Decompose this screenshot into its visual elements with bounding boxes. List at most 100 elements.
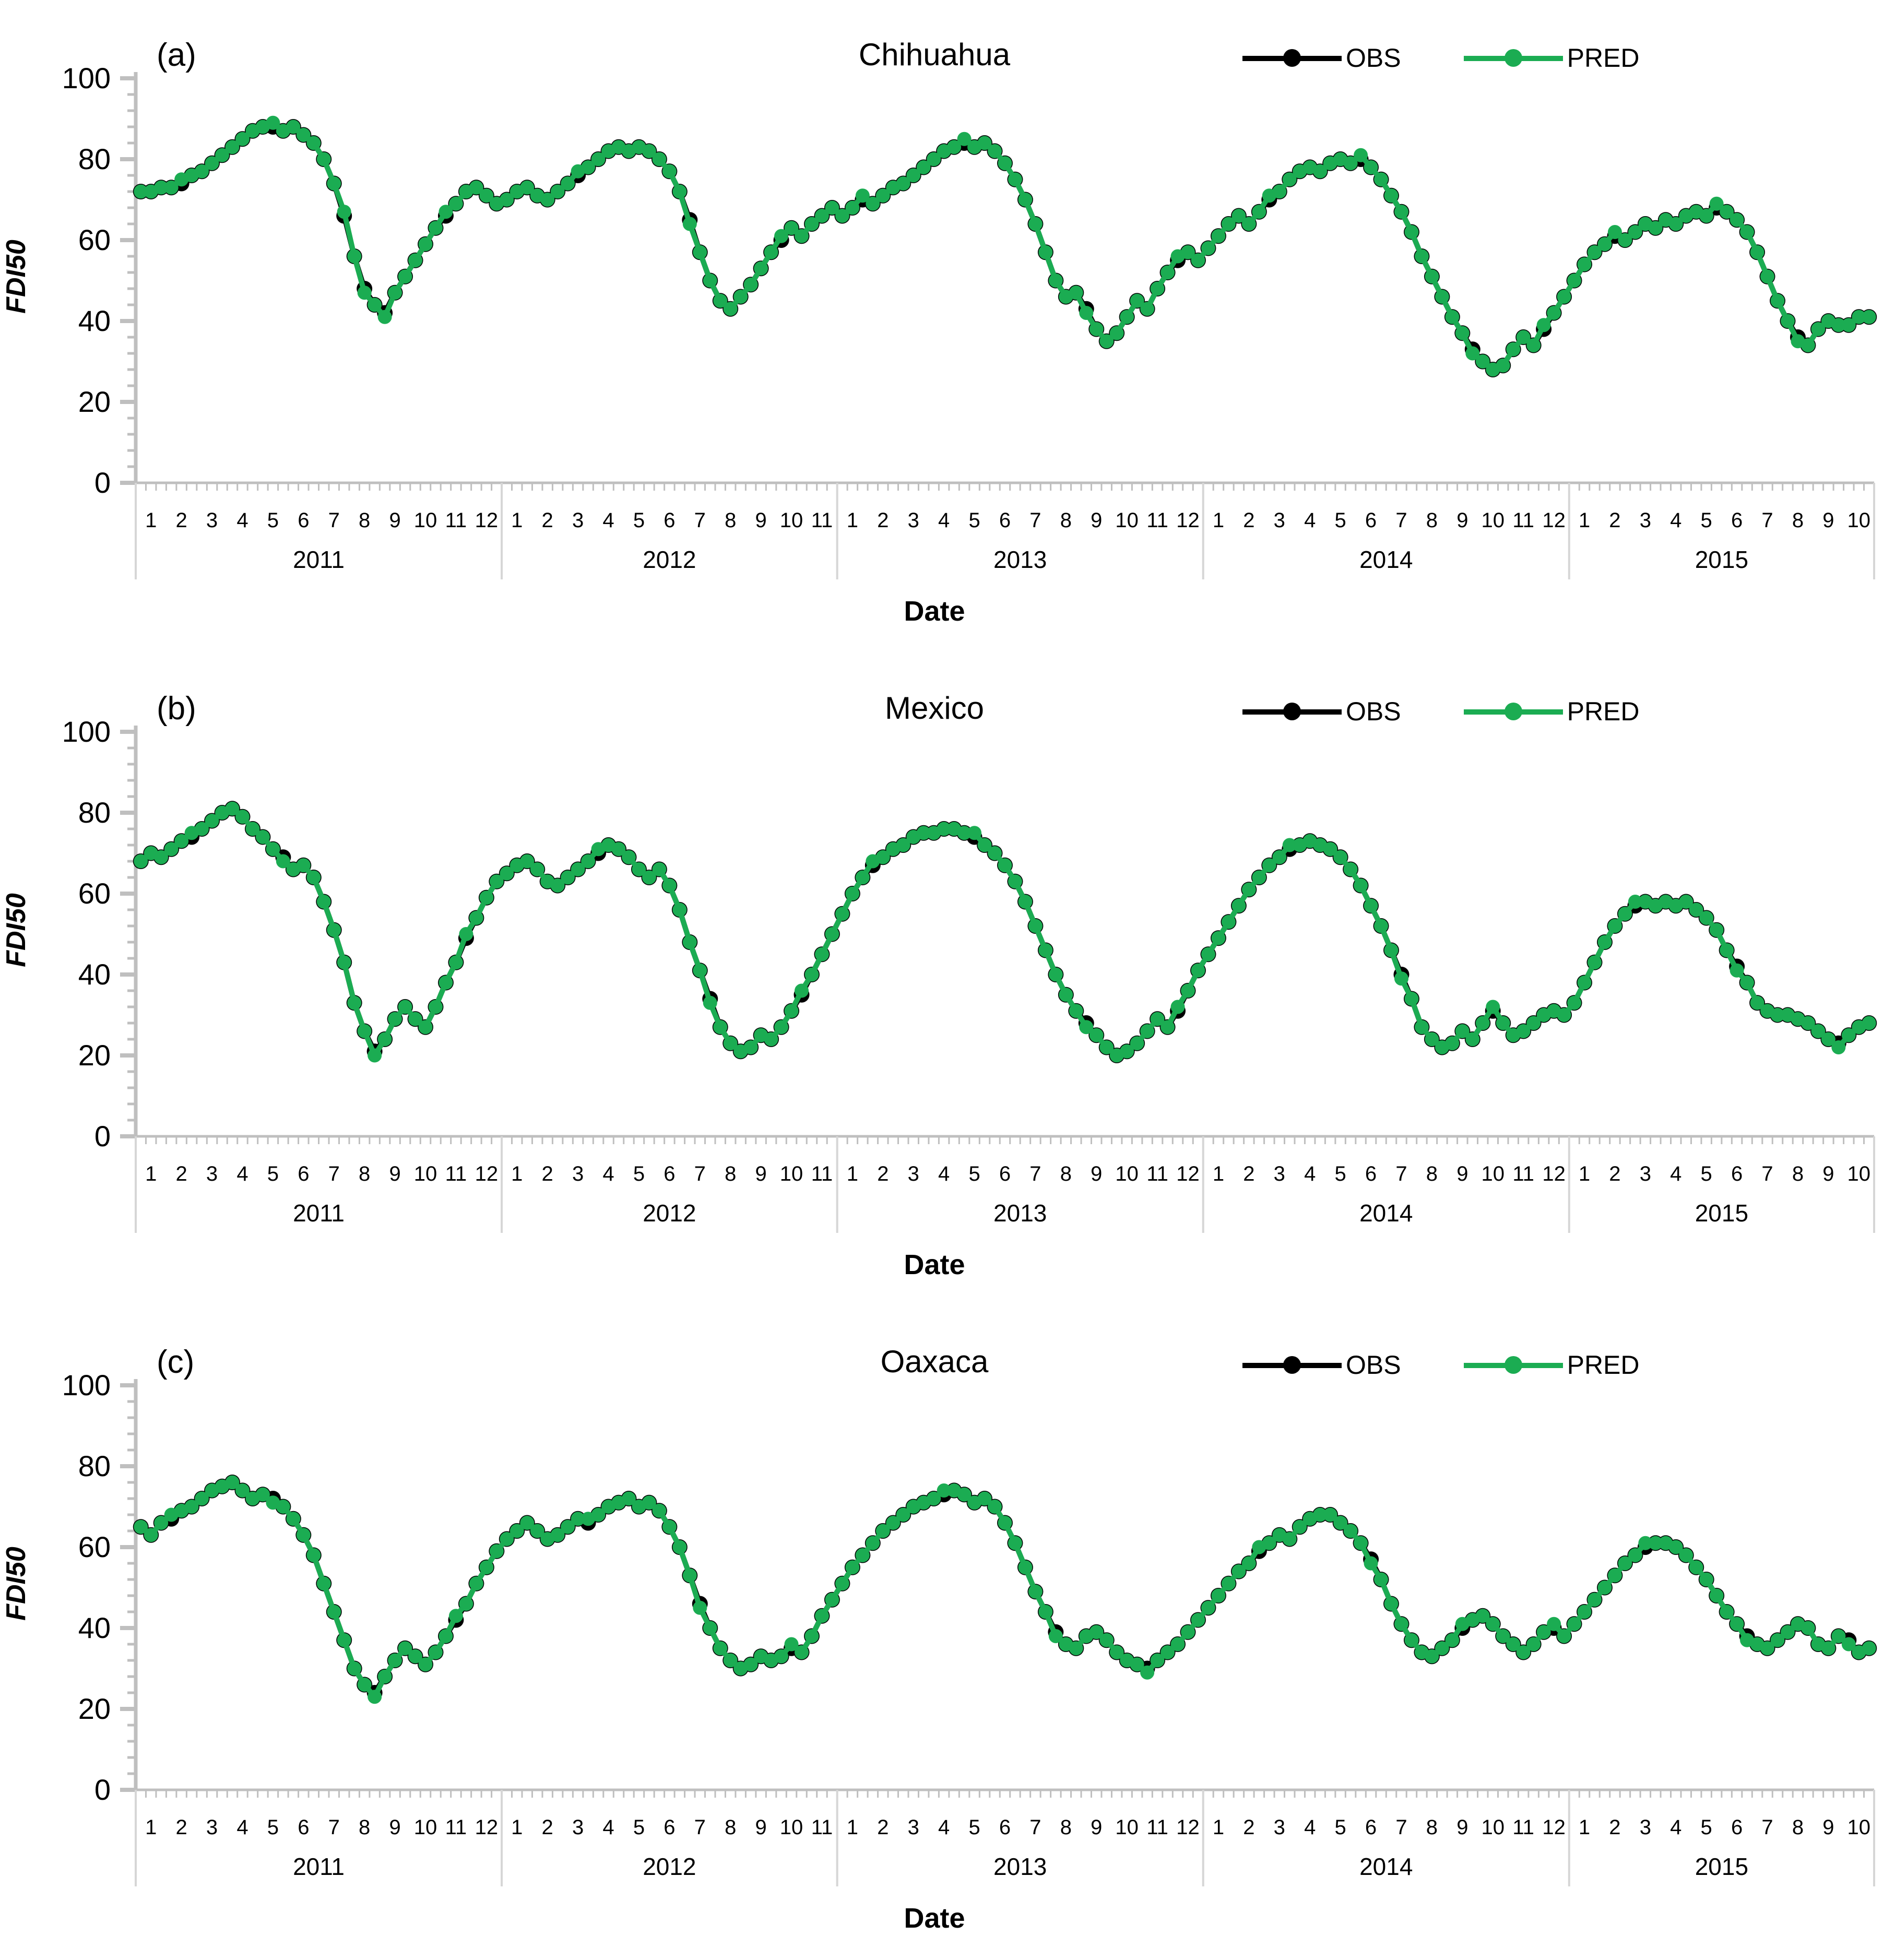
legend-item-obs: OBS <box>1242 43 1401 73</box>
month-tick-label: 4 <box>602 1816 614 1839</box>
year-label: 2014 <box>1359 1199 1413 1227</box>
month-tick-label: 2 <box>1243 509 1254 532</box>
month-tick-label: 2 <box>877 1816 889 1839</box>
month-tick-label: 5 <box>633 1816 645 1839</box>
y-axis: 0 20 40 60 80 100 <box>62 1369 138 1806</box>
y-tick-label: 20 <box>78 1039 111 1072</box>
panel-title-chihuahua: Chihuahua <box>858 37 1011 72</box>
month-tick-label: 3 <box>908 1816 919 1839</box>
month-tick-label: 4 <box>602 1162 614 1185</box>
month-tick-label: 6 <box>999 509 1011 532</box>
year-label: 2012 <box>643 1199 696 1227</box>
year-label: 2013 <box>993 546 1047 573</box>
pred-line-marker-icon <box>1463 49 1563 67</box>
month-tick-label: 10 <box>414 509 437 532</box>
month-tick-label: 1 <box>511 1162 523 1185</box>
y-tick-label: 40 <box>78 958 111 991</box>
month-tick-label: 1 <box>145 1162 157 1185</box>
month-tick-label: 1 <box>1213 1162 1224 1185</box>
month-tick-label: 2 <box>542 509 553 532</box>
month-tick-label: 4 <box>1670 1816 1681 1839</box>
x-axis-title: Date <box>904 596 965 627</box>
month-tick-label: 8 <box>1426 509 1438 532</box>
year-label: 2015 <box>1695 1199 1748 1227</box>
month-tick-label: 1 <box>511 1816 523 1839</box>
y-axis-title: FDI50 <box>1 240 31 314</box>
month-tick-label: 10 <box>1847 1816 1871 1839</box>
month-tick-label: 3 <box>206 509 218 532</box>
panel-title-mexico: Mexico <box>884 691 985 726</box>
month-tick-label: 6 <box>999 1816 1011 1839</box>
month-tick-label: 5 <box>267 1162 279 1185</box>
pred-series <box>134 115 1876 377</box>
pred-series <box>134 801 1876 1063</box>
panel-letter-b: (b) <box>157 691 196 727</box>
year-label: 2013 <box>993 1853 1047 1880</box>
month-tick-label: 11 <box>811 509 833 532</box>
month-tick-label: 6 <box>664 1816 675 1839</box>
legend-item-pred: PRED <box>1463 1350 1640 1380</box>
month-tick-label: 7 <box>328 1162 340 1185</box>
month-tick-label: 6 <box>1731 509 1743 532</box>
month-tick-label: 2 <box>877 1162 889 1185</box>
month-tick-label: 4 <box>1304 509 1316 532</box>
month-tick-label: 7 <box>1761 509 1773 532</box>
month-tick-label: 6 <box>298 509 309 532</box>
x-axis-title: Date <box>904 1249 965 1280</box>
year-label: 2015 <box>1695 1853 1748 1880</box>
y-tick-label: 60 <box>78 223 111 256</box>
panel-mexico: 0 20 40 60 80 100 1 2 3 4 5 6 7 8 9 10 11 12 2011 1 2 3 4 5 6 7 8 9… <box>0 654 1895 1306</box>
month-tick-label: 8 <box>725 1816 736 1839</box>
month-tick-label: 7 <box>1761 1162 1773 1185</box>
month-tick-label: 5 <box>968 1816 980 1839</box>
month-tick-label: 12 <box>1542 509 1566 532</box>
month-tick-label: 5 <box>633 1162 645 1185</box>
y-axis: 0 20 40 60 80 100 <box>62 715 138 1153</box>
month-tick-label: 12 <box>475 509 499 532</box>
y-tick-label: 100 <box>62 1369 111 1401</box>
month-tick-label: 3 <box>206 1816 218 1839</box>
month-tick-label: 5 <box>1701 1816 1712 1839</box>
y-tick-label: 100 <box>62 62 111 94</box>
x-axis-title: Date <box>904 1903 965 1934</box>
month-tick-label: 9 <box>1456 509 1468 532</box>
y-tick-label: 40 <box>78 304 111 337</box>
month-tick-label: 10 <box>1481 1162 1505 1185</box>
panel-oaxaca: 0 20 40 60 80 100 1 2 3 4 5 6 7 8 9 10 11 12 2011 1 2 3 4 5 6 7 8 9… <box>0 1307 1895 1960</box>
month-tick-label: 4 <box>938 1162 950 1185</box>
y-tick-label: 80 <box>78 796 111 829</box>
legend-label-pred: PRED <box>1567 43 1640 73</box>
month-tick-label: 11 <box>1512 509 1534 532</box>
month-tick-label: 11 <box>445 1816 467 1839</box>
legend-label-obs: OBS <box>1346 43 1401 73</box>
legend-item-pred: PRED <box>1463 696 1640 727</box>
month-tick-label: 6 <box>1365 1162 1377 1185</box>
y-axis-title: FDI50 <box>1 893 31 967</box>
month-tick-label: 5 <box>968 509 980 532</box>
month-tick-label: 2 <box>176 509 187 532</box>
month-tick-label: 11 <box>445 1162 467 1185</box>
month-tick-label: 9 <box>1822 509 1834 532</box>
month-tick-label: 8 <box>1792 509 1804 532</box>
legend-item-obs: OBS <box>1242 696 1401 727</box>
pred-series <box>134 1475 1876 1704</box>
month-tick-label: 4 <box>236 509 248 532</box>
y-tick-label: 60 <box>78 1530 111 1563</box>
month-tick-label: 2 <box>542 1162 553 1185</box>
month-tick-label: 10 <box>1115 1162 1139 1185</box>
month-tick-label: 8 <box>1060 509 1072 532</box>
month-tick-label: 10 <box>780 509 803 532</box>
year-label: 2011 <box>293 1199 345 1227</box>
month-tick-label: 10 <box>1481 1816 1505 1839</box>
month-tick-label: 3 <box>1274 1816 1285 1839</box>
month-tick-label: 10 <box>1481 509 1505 532</box>
month-tick-label: 10 <box>780 1162 803 1185</box>
month-tick-label: 4 <box>236 1816 248 1839</box>
month-tick-label: 9 <box>389 1162 400 1185</box>
month-tick-label: 7 <box>1395 509 1407 532</box>
year-label: 2014 <box>1359 1853 1413 1880</box>
month-tick-label: 9 <box>1091 1816 1102 1839</box>
y-axis: 0 20 40 60 80 100 <box>62 62 138 499</box>
